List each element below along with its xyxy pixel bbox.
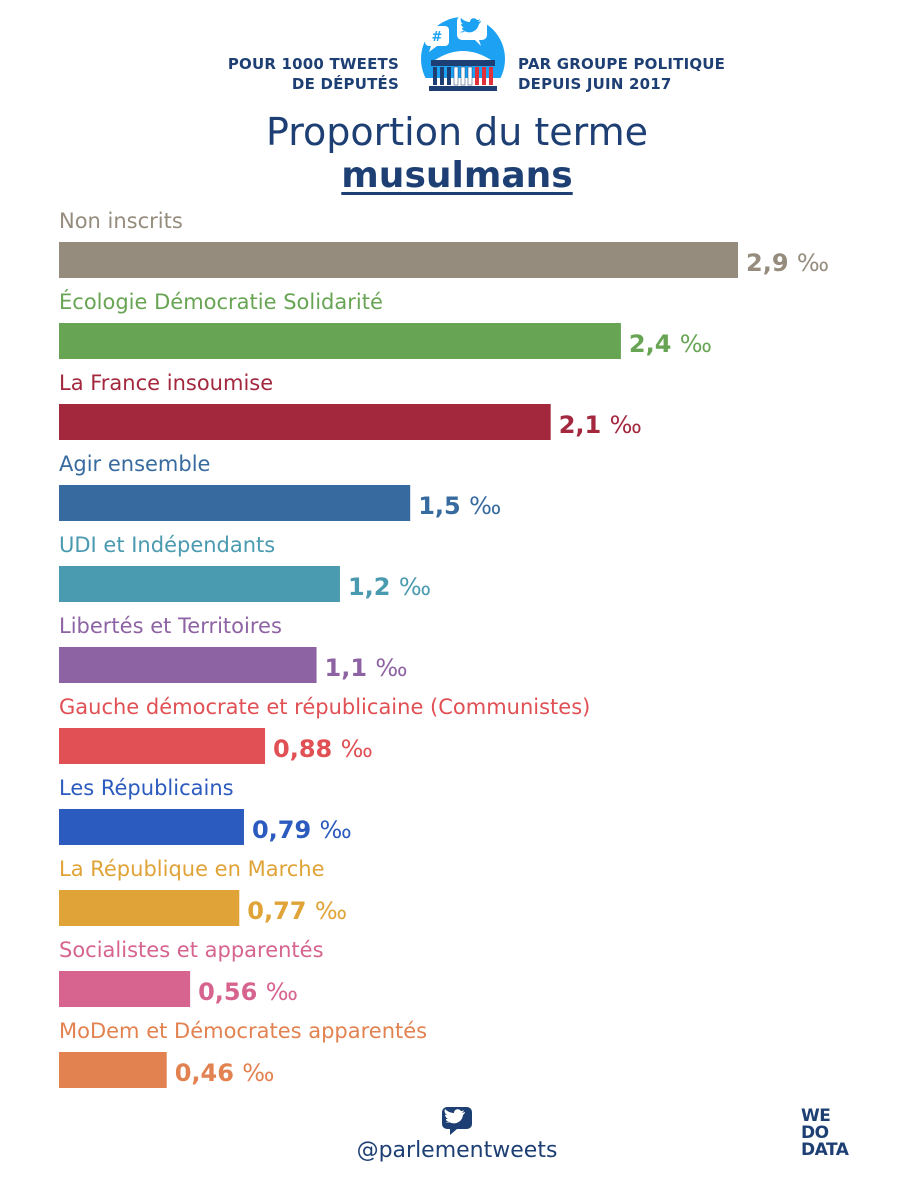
category-label: Agir ensemble [59, 452, 210, 476]
bar [59, 485, 411, 521]
category-label: Socialistes et apparentés [59, 938, 324, 962]
value-label: 0,46 ‰ [175, 1059, 275, 1087]
category-label: La République en Marche [59, 857, 325, 881]
unit-label: ‰ [469, 492, 501, 520]
header-left-text: POUR 1000 TWEETS DE DÉPUTÉS [228, 54, 399, 94]
header-right-line2: DEPUIS JUIN 2017 [518, 75, 672, 93]
value-label: 0,79 ‰ [252, 816, 352, 844]
value-label: 1,2 ‰ [348, 573, 431, 601]
category-label: Libertés et Territoires [59, 614, 282, 638]
unit-label: ‰ [266, 978, 298, 1006]
parliament-tweet-icon: # [421, 16, 505, 102]
brand-line1: WE [801, 1106, 831, 1126]
bar [59, 404, 551, 440]
header-right-line1: PAR GROUPE POLITIQUE [518, 55, 726, 73]
logo-hashtag: # [432, 30, 443, 45]
unit-label: ‰ [242, 1059, 274, 1087]
brand-line2: DO [801, 1123, 829, 1143]
category-label: Écologie Démocratie Solidarité [59, 289, 383, 314]
unit-label: ‰ [797, 249, 829, 277]
header: POUR 1000 TWEETS DE DÉPUTÉS # PAR GROUPE… [0, 12, 914, 102]
bar [59, 971, 191, 1007]
unit-label: ‰ [399, 573, 431, 601]
value-label: 2,4 ‰ [629, 330, 712, 358]
twitter-handle: @parlementweets [356, 1138, 558, 1163]
header-left-line1: POUR 1000 TWEETS [227, 55, 399, 73]
header-left-line2: DE DÉPUTÉS [291, 75, 399, 93]
category-label: UDI et Indépendants [59, 533, 275, 557]
chart-subtitle-term: musulmans [341, 155, 573, 196]
brand-logo: WE DO DATA [801, 1106, 849, 1160]
header-right-text: PAR GROUPE POLITIQUE DEPUIS JUIN 2017 [518, 54, 725, 94]
bar [59, 242, 738, 278]
bar [59, 323, 621, 359]
value-label: 0,56 ‰ [198, 978, 298, 1006]
value-label: 1,5 ‰ [418, 492, 501, 520]
bar [59, 890, 240, 926]
value-label: 2,1 ‰ [559, 411, 642, 439]
bar [59, 809, 244, 845]
bar [59, 1052, 167, 1088]
bar [59, 566, 340, 602]
unit-label: ‰ [320, 816, 352, 844]
value-label: 1,1 ‰ [325, 654, 408, 682]
category-label: Non inscrits [59, 209, 183, 233]
category-label: MoDem et Démocrates apparentés [59, 1019, 427, 1043]
twitter-icon [442, 1107, 472, 1135]
unit-label: ‰ [341, 735, 373, 763]
brand-line3: DATA [801, 1140, 849, 1160]
category-label: La France insoumise [59, 371, 273, 395]
value-label: 0,88 ‰ [273, 735, 373, 763]
unit-label: ‰ [610, 411, 642, 439]
unit-label: ‰ [680, 330, 712, 358]
chart-subtitle: musulmans [0, 152, 914, 200]
unit-label: ‰ [375, 654, 407, 682]
value-label: 0,77 ‰ [247, 897, 347, 925]
chart-title: Proportion du terme [265, 110, 649, 154]
bar [59, 647, 317, 683]
value-label: 2,9 ‰ [746, 249, 829, 277]
bar [59, 728, 266, 764]
unit-label: ‰ [315, 897, 347, 925]
category-label: Les Républicains [59, 776, 234, 800]
category-label: Gauche démocrate et républicaine (Commun… [59, 695, 590, 719]
